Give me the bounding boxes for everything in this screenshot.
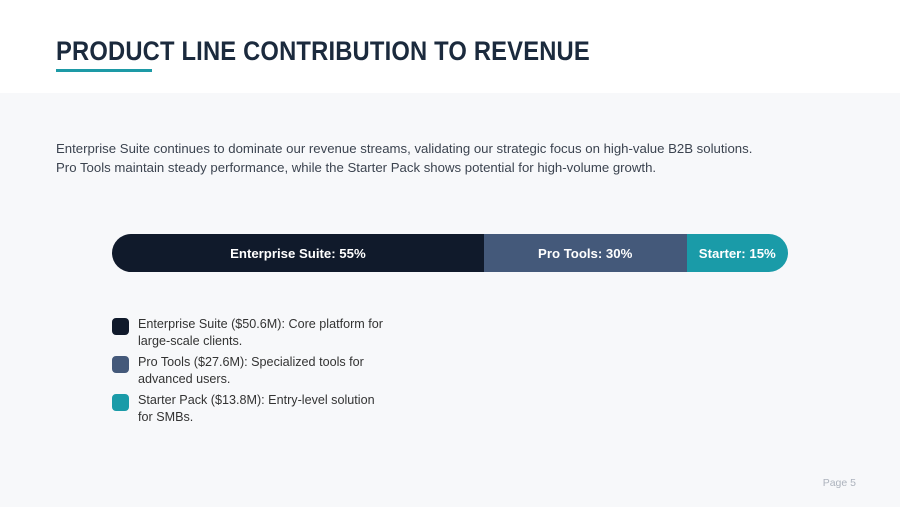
chart-legend: Enterprise Suite ($50.6M): Core platform…	[112, 316, 472, 430]
legend-swatch-icon	[112, 318, 129, 335]
legend-item-line-1: Enterprise Suite ($50.6M): Core platform…	[138, 317, 383, 331]
intro-paragraph-line-1: Enterprise Suite continues to dominate o…	[56, 141, 753, 156]
legend-item-line-2: for SMBs.	[138, 410, 194, 424]
bar-segment-pro-tools[interactable]: Pro Tools: 30%	[483, 234, 687, 272]
legend-item-text: Starter Pack ($13.8M): Entry-level solut…	[138, 392, 375, 426]
legend-item-pro-tools: Pro Tools ($27.6M): Specialized tools fo…	[112, 354, 472, 388]
legend-swatch-icon	[112, 394, 129, 411]
stacked-bar-chart: Enterprise Suite: 55% Pro Tools: 30% Sta…	[112, 234, 788, 272]
legend-swatch-icon	[112, 356, 129, 373]
legend-item-line-1: Starter Pack ($13.8M): Entry-level solut…	[138, 393, 375, 407]
bar-segment-starter[interactable]: Starter: 15%	[686, 234, 788, 272]
legend-item-text: Enterprise Suite ($50.6M): Core platform…	[138, 316, 383, 350]
legend-item-line-2: large-scale clients.	[138, 334, 243, 348]
legend-item-text: Pro Tools ($27.6M): Specialized tools fo…	[138, 354, 364, 388]
bar-segment-label: Enterprise Suite: 55%	[230, 245, 366, 261]
intro-paragraph: Enterprise Suite continues to dominate o…	[56, 140, 846, 177]
intro-paragraph-line-2: Pro Tools maintain steady performance, w…	[56, 159, 657, 175]
legend-item-line-2: advanced users.	[138, 372, 231, 386]
page-title: Product Line Contribution to Revenue	[56, 36, 590, 66]
bar-segment-enterprise-suite[interactable]: Enterprise Suite: 55%	[112, 234, 484, 272]
bar-segment-label: Starter: 15%	[698, 245, 776, 261]
page-number: Page 5	[822, 477, 856, 489]
title-accent-underline	[56, 69, 152, 72]
legend-item-line-1: Pro Tools ($27.6M): Specialized tools fo…	[138, 355, 364, 369]
header-band	[0, 0, 900, 93]
legend-item-starter-pack: Starter Pack ($13.8M): Entry-level solut…	[112, 392, 472, 426]
bar-segment-label: Pro Tools: 30%	[538, 245, 633, 261]
legend-item-enterprise-suite: Enterprise Suite ($50.6M): Core platform…	[112, 316, 472, 350]
